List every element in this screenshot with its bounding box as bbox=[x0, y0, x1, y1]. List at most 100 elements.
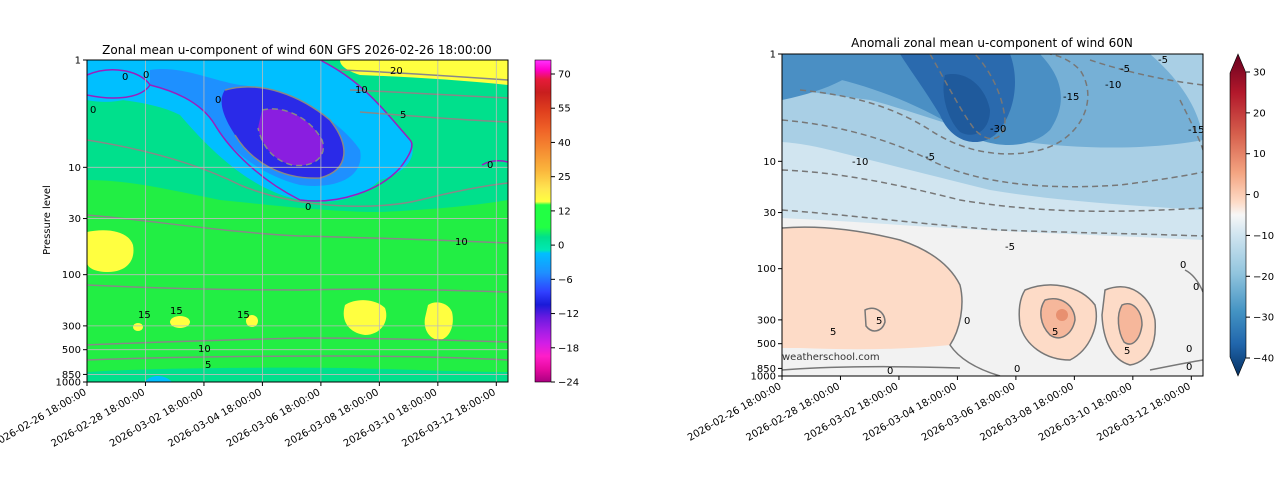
y-tick-label: 1 bbox=[75, 56, 81, 67]
right-plot-frame bbox=[781, 53, 1204, 377]
left-contour-label: 0 bbox=[487, 160, 493, 171]
left-contour-label: 10 bbox=[455, 237, 468, 248]
colorbar-tick-label: −40 bbox=[1253, 354, 1274, 365]
y-tick-label: 500 bbox=[62, 345, 81, 356]
left-chart-title: Zonal mean u-component of wind 60N GFS 2… bbox=[102, 43, 492, 57]
right-orange-core-3 bbox=[1056, 309, 1068, 321]
left-plot-frame bbox=[86, 59, 509, 383]
y-tick-label: 850 bbox=[757, 364, 776, 375]
y-tick-label: 500 bbox=[757, 339, 776, 350]
left-colorbar bbox=[534, 59, 552, 383]
left-contour-grey-6 bbox=[87, 355, 508, 361]
left-contour-grey-4 bbox=[87, 284, 508, 293]
colorbar-tick-label: 20 bbox=[1253, 108, 1266, 119]
right-contour-dashed-3 bbox=[782, 119, 1203, 188]
right-contour-dashed-2 bbox=[782, 169, 1203, 213]
colorbar-tick-label: 10 bbox=[1253, 149, 1266, 160]
y-tick-label: 300 bbox=[757, 315, 776, 326]
left-contour-grey-dashed bbox=[257, 108, 324, 167]
left-yellow-blob-5 bbox=[246, 315, 258, 327]
right-contour-five-1 bbox=[1040, 298, 1076, 339]
right-blue-core-inner bbox=[943, 74, 990, 135]
left-contour-grey-2 bbox=[87, 139, 508, 207]
left-contour-label: 0 bbox=[215, 95, 221, 106]
right-contour-label: -5 bbox=[1158, 55, 1168, 66]
left-zero-contour-purple bbox=[87, 60, 413, 202]
right-contour-label: 0 bbox=[1193, 282, 1199, 293]
left-yellow-blob-6 bbox=[133, 323, 143, 331]
x-tick-label: 2026-03-10 18:00:00 bbox=[1037, 381, 1134, 444]
left-zero-contour-purple-2 bbox=[87, 69, 151, 86]
right-contour-label: 5 bbox=[876, 316, 882, 327]
left-contour-label: 0 bbox=[305, 202, 311, 213]
left-contour-grey-7 bbox=[339, 69, 508, 81]
right-contour-label: -15 bbox=[1188, 125, 1204, 136]
right-contour-five-2 bbox=[1117, 303, 1143, 345]
right-contour-field bbox=[782, 54, 1203, 376]
right-contour-label: 0 bbox=[1186, 344, 1192, 355]
right-contour-label: 0 bbox=[1186, 362, 1192, 373]
colorbar-tick-label: −18 bbox=[558, 343, 579, 354]
y-tick-label: 100 bbox=[62, 270, 81, 281]
right-colorbar bbox=[1229, 53, 1247, 377]
left-colorbar-ticks: 70 55 40 25 12 0 −6 −12 −18 −24 bbox=[551, 70, 579, 389]
colorbar-tick-label: 40 bbox=[558, 138, 571, 149]
left-contour-label: 15 bbox=[170, 306, 183, 317]
y-tick-label: 1000 bbox=[751, 372, 776, 383]
right-contour-label: 0 bbox=[887, 366, 893, 377]
left-cyan-patch bbox=[87, 69, 150, 102]
right-orange-core-2 bbox=[1118, 303, 1142, 345]
colorbar-tick-label: −24 bbox=[558, 378, 579, 389]
left-contour-label: 5 bbox=[205, 360, 211, 371]
x-tick-label: 2026-03-12 18:00:00 bbox=[400, 387, 497, 450]
right-contour-dashed-6 bbox=[1089, 59, 1203, 86]
right-contour-label: 5 bbox=[830, 327, 836, 338]
left-contour-label: 5 bbox=[400, 110, 406, 121]
left-contour-label: 0 bbox=[90, 105, 96, 116]
left-contour-label: 0 bbox=[122, 72, 128, 83]
colorbar-tick-label: 0 bbox=[558, 241, 564, 252]
colorbar-tick-label: −12 bbox=[558, 309, 579, 320]
colorbar-tick-label: 0 bbox=[1253, 190, 1259, 201]
right-contour-label: -30 bbox=[990, 124, 1006, 135]
left-contour-grey-8 bbox=[349, 89, 508, 99]
left-grid bbox=[87, 60, 508, 382]
right-contour-label: 5 bbox=[1124, 346, 1130, 357]
watermark: weatherschool.com bbox=[782, 352, 880, 363]
right-contour-five-3 bbox=[864, 307, 886, 332]
y-tick-label: 10 bbox=[763, 157, 776, 168]
left-contour-label: 15 bbox=[237, 310, 250, 321]
left-contour-grey-9 bbox=[359, 111, 508, 123]
colorbar-tick-label: 70 bbox=[558, 70, 571, 81]
colorbar-tick-label: −10 bbox=[1253, 231, 1274, 242]
left-contour-grey-1 bbox=[224, 86, 345, 179]
left-yellow-top-band bbox=[340, 60, 508, 85]
right-contour-dashed-5 bbox=[929, 54, 1006, 140]
x-tick-label: 2026-02-26 18:00:00 bbox=[0, 387, 89, 450]
x-tick-label: 2026-03-02 18:00:00 bbox=[108, 387, 205, 450]
left-zero-contour-purple-3 bbox=[481, 160, 508, 166]
right-contour-zero-4 bbox=[1184, 269, 1203, 293]
left-contour-label: 15 bbox=[138, 310, 151, 321]
right-contour-label: -15 bbox=[1063, 92, 1079, 103]
x-tick-label: 2026-03-12 18:00:00 bbox=[1095, 381, 1192, 444]
left-yellow-blob-1 bbox=[87, 230, 134, 272]
right-contour-zero-6 bbox=[1149, 359, 1203, 371]
x-tick-label: 2026-03-06 18:00:00 bbox=[920, 381, 1017, 444]
colorbar-tick-label: 55 bbox=[558, 104, 571, 115]
right-contour-lines bbox=[782, 54, 1203, 376]
right-contour-label: 0 bbox=[1014, 364, 1020, 375]
right-contour-label: -5 bbox=[1005, 242, 1015, 253]
right-contour-zero-3 bbox=[1101, 286, 1156, 366]
right-contour-label: -5 bbox=[925, 152, 935, 163]
right-contour-label: -10 bbox=[852, 157, 868, 168]
left-yellow-blob-3 bbox=[424, 302, 453, 340]
right-contour-label: -5 bbox=[1120, 64, 1130, 75]
left-contour-label: 20 bbox=[390, 66, 403, 77]
y-tick-label: 850 bbox=[62, 370, 81, 381]
